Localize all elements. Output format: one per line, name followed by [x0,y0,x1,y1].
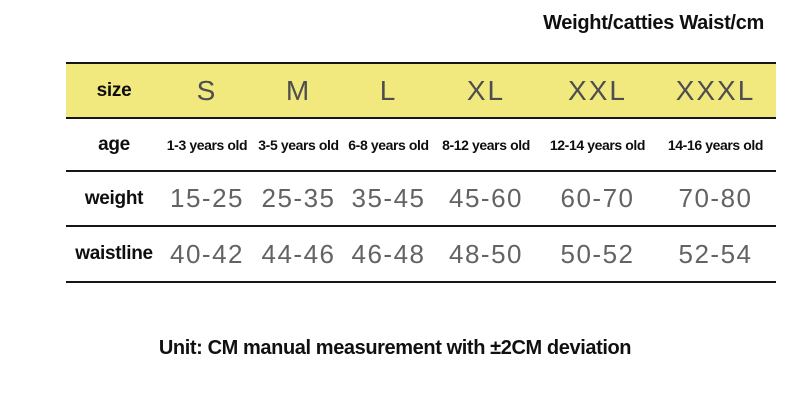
size-header-row: size S M L XL XXL XXXL [66,62,776,119]
waistline-value-xxl: 50-52 [540,226,655,283]
age-row: age 1-3 years old 3-5 years old 6-8 year… [66,118,776,172]
age-row-label: age [66,118,162,172]
weight-row: weight 15-25 25-35 35-45 45-60 60-70 70-… [66,171,776,227]
size-col-l: L [345,62,432,119]
waistline-value-m: 44-46 [252,226,345,283]
weight-value-l: 35-45 [345,171,432,227]
age-value-s: 1-3 years old [162,118,252,172]
weight-row-label: weight [66,171,162,227]
age-value-m: 3-5 years old [252,118,345,172]
waistline-row-label: waistline [66,226,162,283]
waistline-value-xxxl: 52-54 [655,226,776,283]
size-col-xxl: XXL [540,62,655,119]
age-value-xxxl: 14-16 years old [655,118,776,172]
weight-value-s: 15-25 [162,171,252,227]
age-value-l: 6-8 years old [345,118,432,172]
size-col-xxxl: XXXL [655,62,776,119]
waistline-row: waistline 40-42 44-46 46-48 48-50 50-52 … [66,226,776,283]
weight-value-m: 25-35 [252,171,345,227]
waistline-value-l: 46-48 [345,226,432,283]
waistline-value-s: 40-42 [162,226,252,283]
waistline-value-xl: 48-50 [432,226,540,283]
weight-value-xxxl: 70-80 [655,171,776,227]
size-chart-table: size S M L XL XXL XXXL age 1-3 years old… [66,62,776,283]
age-value-xl: 8-12 years old [432,118,540,172]
measurement-deviation-note: Unit: CM manual measurement with ±2CM de… [158,337,632,359]
weight-value-xl: 45-60 [432,171,540,227]
weight-value-xxl: 60-70 [540,171,655,227]
size-col-m: M [252,62,345,119]
units-note-header: Weight/catties Waist/cm [543,12,764,34]
age-value-xxl: 12-14 years old [540,118,655,172]
size-corner-label: size [66,62,162,119]
size-col-xl: XL [432,62,540,119]
size-col-s: S [162,62,252,119]
